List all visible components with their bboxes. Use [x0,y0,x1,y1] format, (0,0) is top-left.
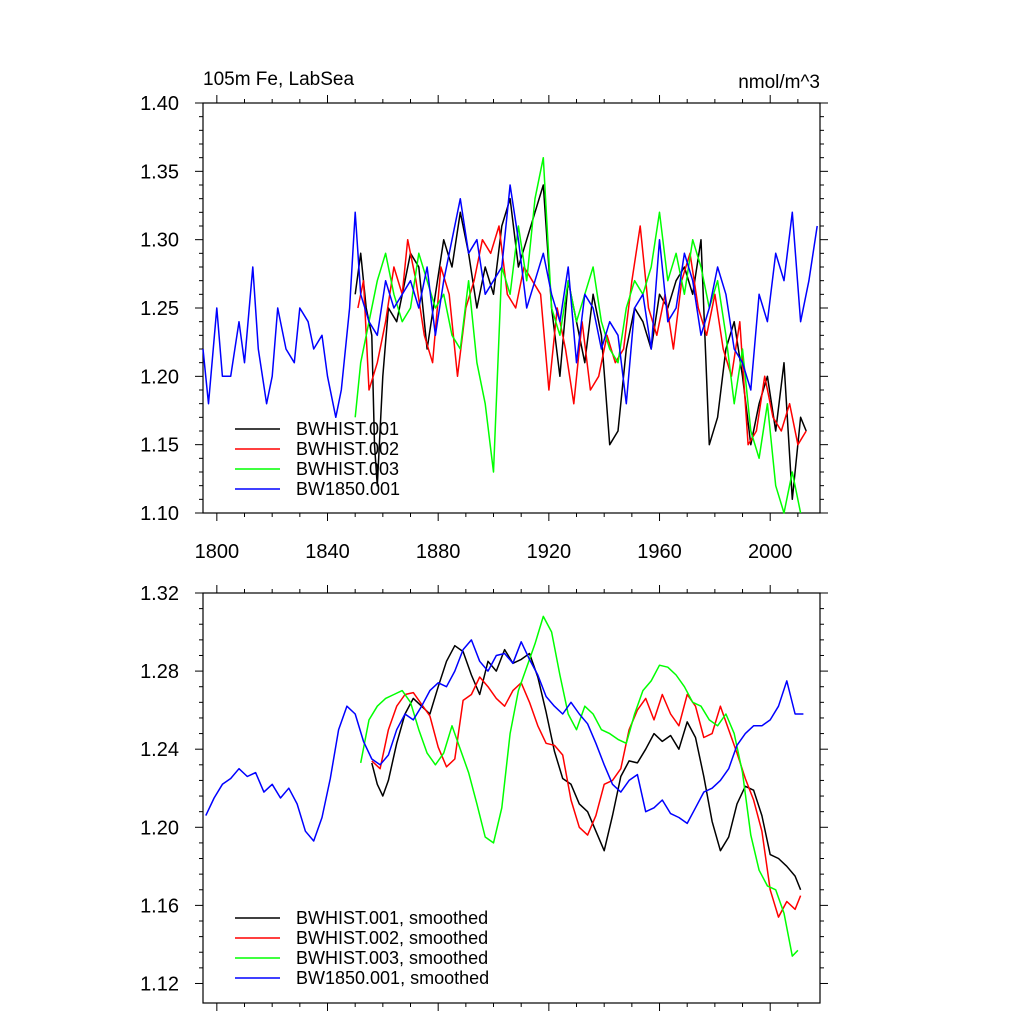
legend-label: BWHIST.001 [296,419,399,439]
series-line [354,156,802,514]
axis-ticks: 1.12 1.16 1.20 1.24 1.28 1.32 [140,583,828,1011]
x-tick-label: 1920 [527,541,572,563]
legend-label: BWHIST.002 [296,439,399,459]
series-line [205,639,804,842]
legend-label: BWHIST.001, smoothed [296,908,488,928]
legend-label: BWHIST.003, smoothed [296,948,488,968]
series-line [202,184,818,419]
legend-label: BWHIST.002, smoothed [296,928,488,948]
chart-title: 105m Fe, LabSea [203,69,354,90]
series-line [359,615,799,957]
y-tick-label: 1.24 [140,739,179,761]
axis-ticks: 1800 1840 1880 1920 1960 2000 1.10 1.15 1.20 1.25… [140,93,828,563]
units-label: nmol/m^3 [738,72,820,93]
y-tick-label: 1.16 [140,895,179,917]
bottom-panel: 1.12 1.16 1.20 1.24 1.28 1.32 BWHIST.001, smo… [140,583,828,1011]
y-tick-label: 1.40 [140,93,179,115]
x-tick-label: 1840 [305,541,350,563]
y-tick-label: 1.10 [140,503,179,525]
y-tick-label: 1.12 [140,973,179,995]
plot-frame [202,592,821,1004]
x-tick-label: 1880 [416,541,461,563]
legend-label: BW1850.001, smoothed [296,968,489,988]
y-tick-label: 1.20 [140,366,179,388]
series-line [371,676,802,918]
top-panel: 105m Fe, LabSea nmol/m^3 1800 1840 1880 192… [140,69,828,563]
series-group [202,156,818,514]
y-tick-label: 1.35 [140,161,179,183]
y-tick-label: 1.20 [140,817,179,839]
y-tick-label: 1.32 [140,583,179,605]
series-line [371,644,802,891]
y-tick-label: 1.15 [140,435,179,457]
x-tick-label: 2000 [748,541,793,563]
legend-label: BW1850.001 [296,479,400,499]
x-tick-label: 1960 [637,541,682,563]
y-tick-label: 1.28 [140,661,179,683]
legend-label: BWHIST.003 [296,459,399,479]
series-group [205,615,804,957]
x-tick-label: 1800 [195,541,240,563]
y-tick-label: 1.25 [140,298,179,320]
y-tick-label: 1.30 [140,230,179,252]
